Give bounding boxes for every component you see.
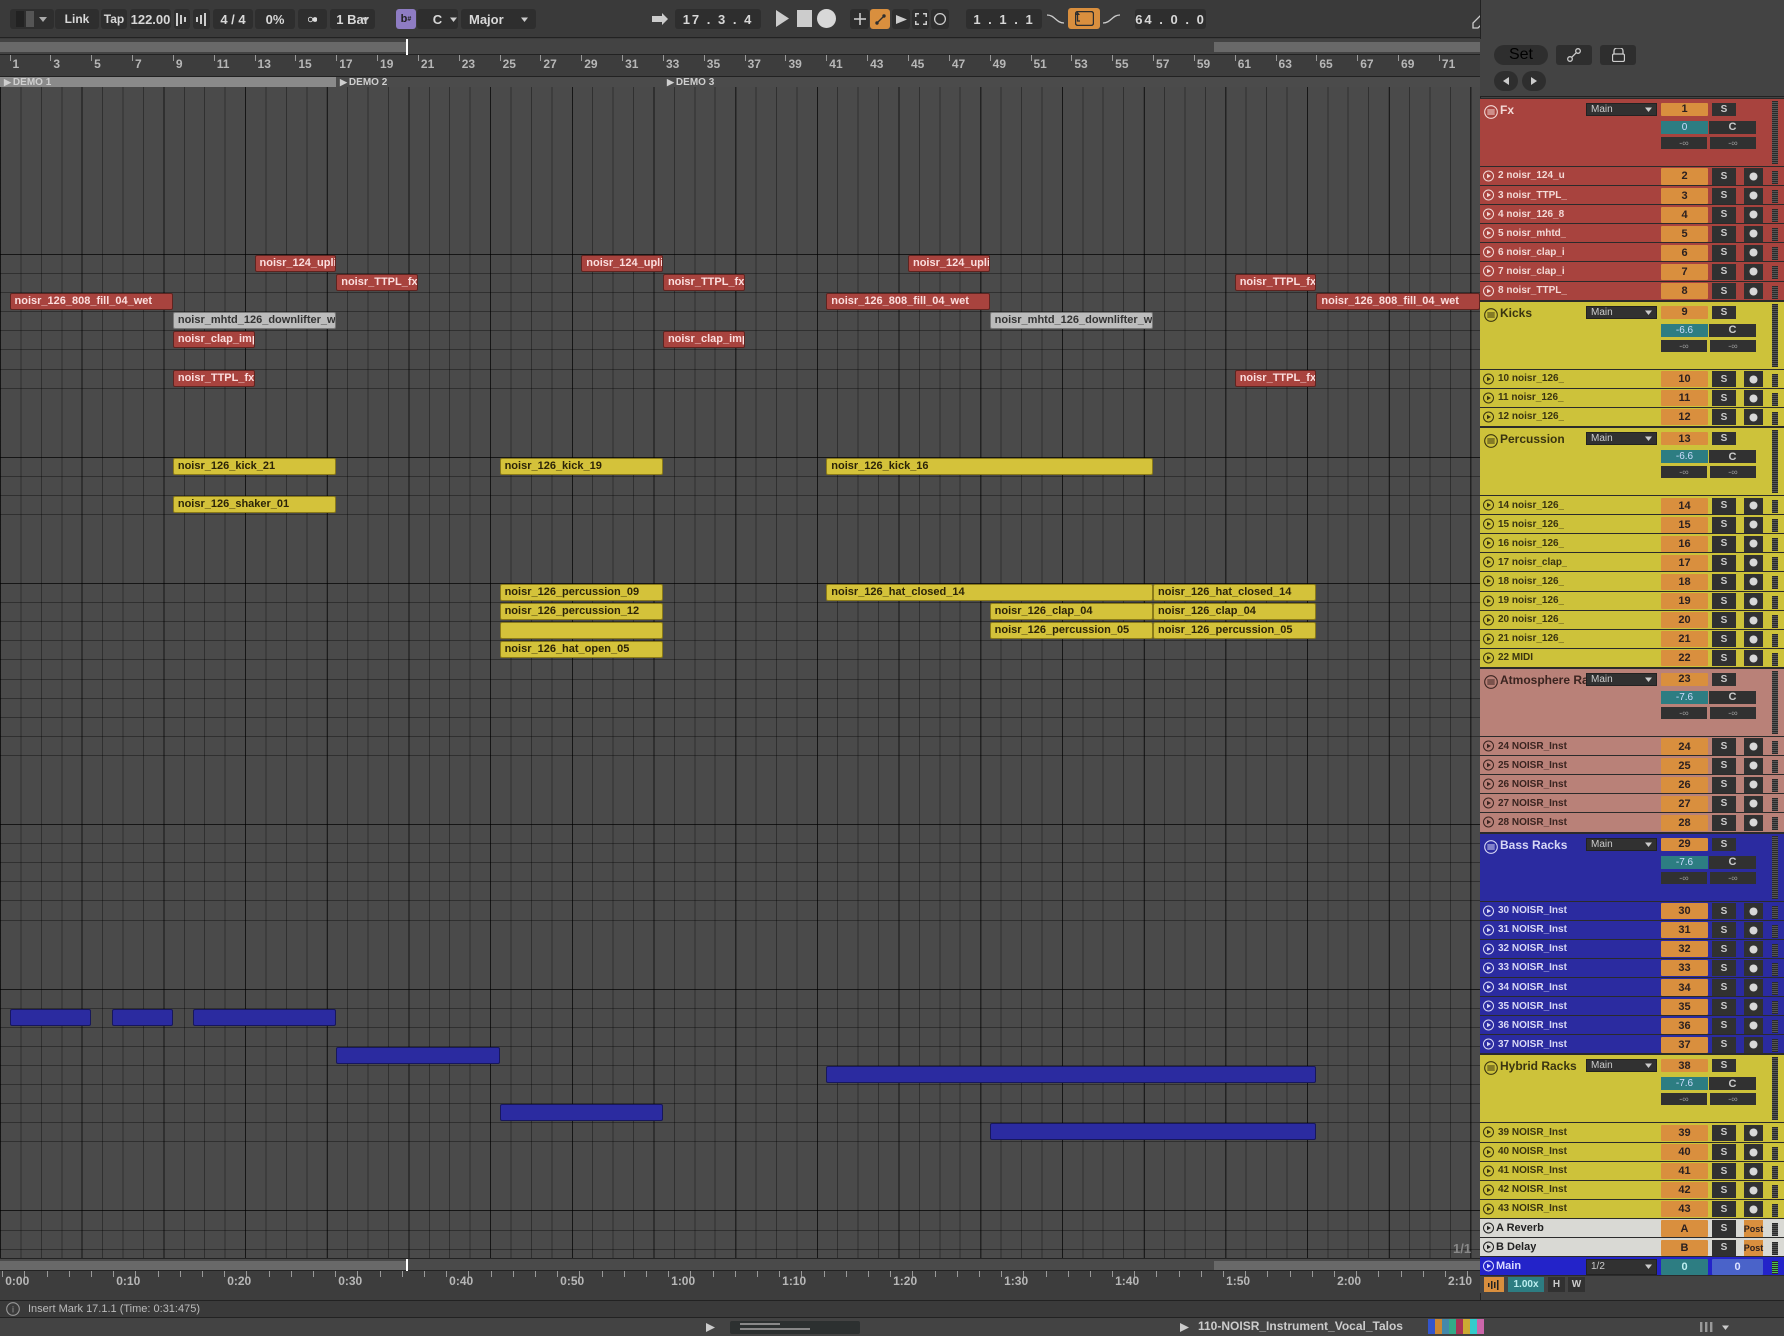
svg-text:i: i xyxy=(12,1305,14,1315)
